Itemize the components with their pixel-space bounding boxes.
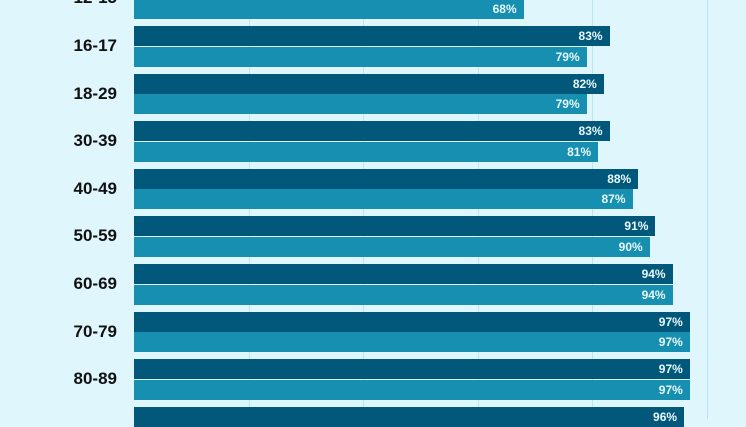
bar-series-light: 97% <box>134 379 690 400</box>
gridline <box>592 0 593 419</box>
bar-series-dark: 82% <box>134 73 604 94</box>
bar-series-light: 90% <box>134 236 650 257</box>
bar-series-dark: 97% <box>134 359 690 380</box>
gridline <box>249 0 250 419</box>
data-label: 90% <box>618 239 643 254</box>
data-label: 83% <box>578 29 603 43</box>
bar-series-dark: 83% <box>134 26 610 46</box>
category-label: 40-49 <box>73 178 117 198</box>
data-label: 94% <box>641 287 666 302</box>
category-label: 60-69 <box>73 274 117 293</box>
category-label: 50-59 <box>73 226 117 246</box>
category-label: 12-15 <box>74 0 117 8</box>
bar-series-light: 94% <box>134 284 673 305</box>
bar-series-dark: 94% <box>134 264 673 284</box>
bar-series-light: 79% <box>134 46 587 67</box>
bar-series-light: 87% <box>134 189 633 210</box>
data-label: 97% <box>658 382 683 397</box>
gridline <box>363 0 364 419</box>
data-label: 79% <box>555 97 580 112</box>
bar-series-dark: 91% <box>134 216 656 237</box>
bar-series-light: 68% <box>134 0 524 19</box>
category-label: 18-29 <box>73 83 117 103</box>
bar-series-dark: 88% <box>134 168 639 189</box>
data-label: 96% <box>653 409 678 424</box>
data-label: 87% <box>601 192 626 207</box>
data-label: 91% <box>624 219 649 234</box>
category-label: 16-17 <box>73 36 117 55</box>
data-label: 94% <box>641 267 666 281</box>
data-label: 88% <box>607 171 632 186</box>
data-label: 97% <box>658 314 683 329</box>
gridline <box>707 0 708 419</box>
data-label: 82% <box>572 76 597 91</box>
bar-series-light: 79% <box>134 94 587 115</box>
data-label: 83% <box>578 124 603 139</box>
data-label: 81% <box>567 144 592 159</box>
data-label: 68% <box>492 1 517 16</box>
category-label: 80-89 <box>73 369 117 389</box>
gridline <box>478 0 479 419</box>
bar-series-light: 81% <box>134 141 599 162</box>
bar-series-dark: 83% <box>134 121 610 142</box>
category-label: 30-39 <box>73 131 117 151</box>
data-label: 97% <box>658 362 683 377</box>
data-label: 97% <box>658 335 683 350</box>
data-label: 79% <box>555 49 580 64</box>
category-label: 70-79 <box>73 321 117 341</box>
bar-series-light: 97% <box>134 332 690 353</box>
bar-series-dark: 96% <box>134 406 685 427</box>
bar-series-dark: 97% <box>134 311 690 332</box>
